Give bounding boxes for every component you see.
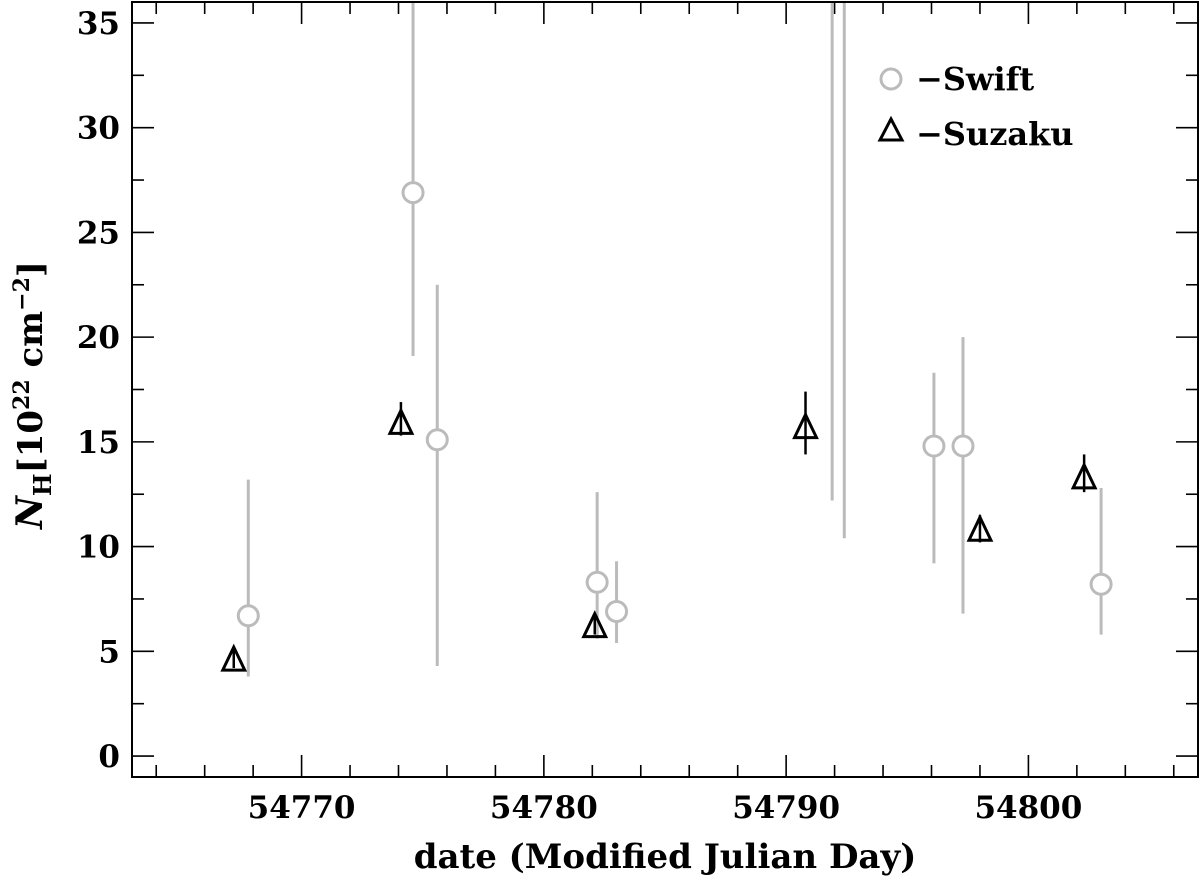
axis-ticks — [132, 2, 1198, 777]
y-axis-title: NH[1022 cm−2] — [9, 261, 57, 530]
data-point — [1089, 572, 1113, 596]
y-tick-label: 5 — [98, 634, 120, 670]
x-tick-label: 54780 — [490, 790, 598, 826]
data-point — [966, 513, 994, 542]
data-point — [581, 610, 609, 639]
y-axis-subscript: H — [28, 473, 57, 496]
y-axis-symbol: N — [9, 494, 51, 530]
series-suzaku — [220, 391, 1098, 672]
x-axis-title: date (Modified Julian Day) — [414, 837, 917, 877]
y-tick-label: 15 — [77, 425, 120, 461]
data-series — [220, 2, 1113, 677]
data-point — [792, 411, 819, 440]
legend-swift-marker — [879, 67, 903, 91]
tick-labels: 54770 54780 54790 54800 0 5 10 15 20 25 30 35 — [77, 6, 1082, 826]
legend-suzaku-marker — [877, 115, 905, 142]
legend-swift-label: −Swift — [916, 60, 1034, 98]
y-tick-label: 30 — [77, 111, 120, 147]
y-axis-unit-exponent: −2 — [9, 277, 35, 311]
data-point — [220, 643, 248, 672]
y-axis-exponent: 22 — [9, 379, 35, 410]
legend-suzaku-label: −Suzaku — [916, 115, 1074, 153]
x-tick-label: 54800 — [974, 790, 1082, 826]
y-axis-close: ] — [11, 261, 51, 277]
y-tick-label: 25 — [77, 215, 120, 251]
data-point — [236, 604, 260, 628]
data-point — [401, 181, 425, 205]
y-tick-label: 20 — [77, 320, 120, 356]
data-point — [951, 434, 975, 458]
data-point — [1070, 461, 1098, 490]
y-tick-label: 0 — [98, 739, 120, 775]
data-point — [585, 570, 609, 594]
legend: −Swift −Suzaku — [877, 60, 1074, 153]
y-tick-label: 35 — [77, 6, 120, 42]
y-axis-unit: cm — [11, 311, 51, 380]
x-tick-label: 54770 — [248, 790, 356, 826]
data-point — [922, 434, 946, 458]
data-point — [605, 600, 629, 624]
y-tick-label: 10 — [77, 530, 120, 566]
x-tick-label: 54790 — [732, 790, 840, 826]
y-axis-open: [10 — [11, 410, 51, 473]
data-point — [425, 428, 449, 452]
data-point — [387, 406, 415, 435]
series-swift — [236, 2, 1113, 677]
plot-frame — [131, 1, 1199, 778]
